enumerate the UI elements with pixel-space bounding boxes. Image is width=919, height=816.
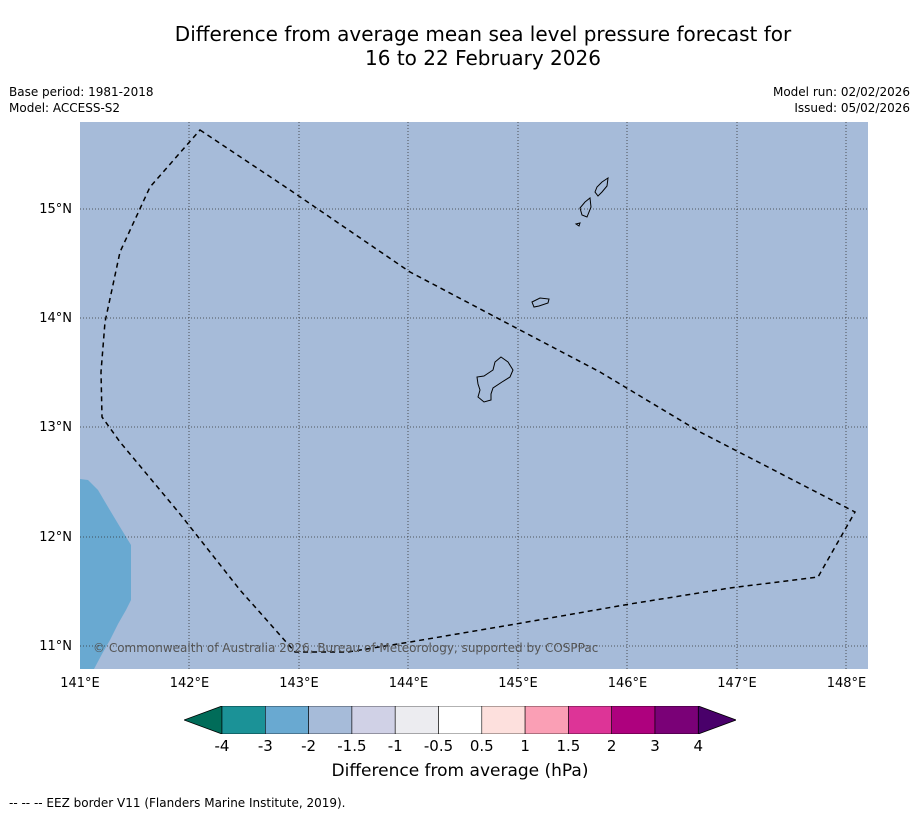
colorbar-bin — [438, 706, 483, 734]
title-line-2: 16 to 22 February 2026 — [365, 46, 601, 70]
colorbar-tick-label: -0.5 — [423, 737, 454, 755]
map-copyright: © Commonwealth of Australia 2026, Bureau… — [93, 641, 599, 655]
colorbar-bin — [221, 706, 266, 734]
island-tinian — [579, 197, 592, 218]
island-guam — [476, 356, 514, 403]
colorbar-tick-label: -1.5 — [337, 737, 367, 755]
islands — [476, 176, 609, 403]
latitude-label: 15°N — [39, 202, 72, 217]
colorbar-tick-label: 1 — [520, 737, 530, 755]
latitude-label: 12°N — [39, 530, 72, 545]
colorbar-bin — [481, 706, 526, 734]
colorbar-tick-label: -4 — [214, 737, 230, 755]
longitude-label: 142°E — [169, 676, 210, 691]
title-line-1: Difference from average mean sea level p… — [174, 22, 792, 46]
colorbar-tick-label: 4 — [693, 737, 704, 755]
latitude-label: 14°N — [39, 311, 72, 326]
colorbar-bin — [265, 706, 309, 734]
colorbar-title: Difference from average (hPa) — [331, 761, 589, 781]
longitude-label: 148°E — [826, 676, 867, 691]
colorbar-tick-label: 2 — [606, 737, 617, 755]
eez-footnote: -- -- -- EEZ border V11 (Flanders Marine… — [9, 796, 346, 810]
colorbar-bin — [394, 706, 439, 734]
longitude-label: 141°E — [60, 676, 100, 691]
colorbar-extend-low — [184, 706, 223, 734]
meta-right: Model run: 02/02/2026 Issued: 05/02/2026 — [773, 84, 910, 116]
colorbar-tick-label: -3 — [257, 737, 273, 755]
colorbar-tick-label: 3 — [650, 737, 660, 755]
colorbar-bin — [308, 706, 353, 734]
longitude-label: 143°E — [279, 676, 319, 691]
chart-title: Difference from average mean sea level p… — [0, 22, 919, 70]
colorbar — [184, 706, 736, 734]
colorbar-extend-high — [697, 706, 736, 734]
colorbar-tick-label: -2 — [301, 737, 317, 755]
model-run: Model run: 02/02/2026 — [772, 85, 910, 99]
colorbar-bin — [351, 706, 396, 734]
island-saipan — [594, 176, 609, 197]
eez-border — [100, 129, 857, 653]
colorbar-tick-label: -1 — [387, 737, 403, 755]
issued-date: Issued: 05/02/2026 — [794, 101, 910, 115]
meta-left: Base period: 1981-2018 Model: ACCESS-S2 — [9, 84, 154, 116]
colorbar-tick-label: 1.5 — [556, 737, 581, 755]
low-pressure-region — [80, 479, 131, 669]
map-background — [80, 122, 868, 669]
colorbar-bin — [654, 706, 699, 734]
model-name: Model: ACCESS-S2 — [9, 101, 121, 115]
longitude-label: 144°E — [388, 676, 429, 691]
longitude-label: 147°E — [717, 676, 757, 691]
longitude-label: 146°E — [607, 676, 648, 691]
map-panel — [80, 122, 868, 669]
colorbar-bin — [568, 706, 612, 734]
colorbar-bin — [611, 706, 656, 734]
longitude-label: 145°E — [498, 676, 538, 691]
colorbar-tick-label: 0.5 — [469, 737, 494, 755]
base-period: Base period: 1981-2018 — [9, 85, 154, 99]
island-aguijan — [574, 222, 581, 227]
latitude-label: 11°N — [39, 639, 72, 654]
graticule — [80, 122, 868, 669]
island-rota — [531, 297, 550, 308]
colorbar-bin — [524, 706, 569, 734]
latitude-label: 13°N — [39, 420, 72, 435]
